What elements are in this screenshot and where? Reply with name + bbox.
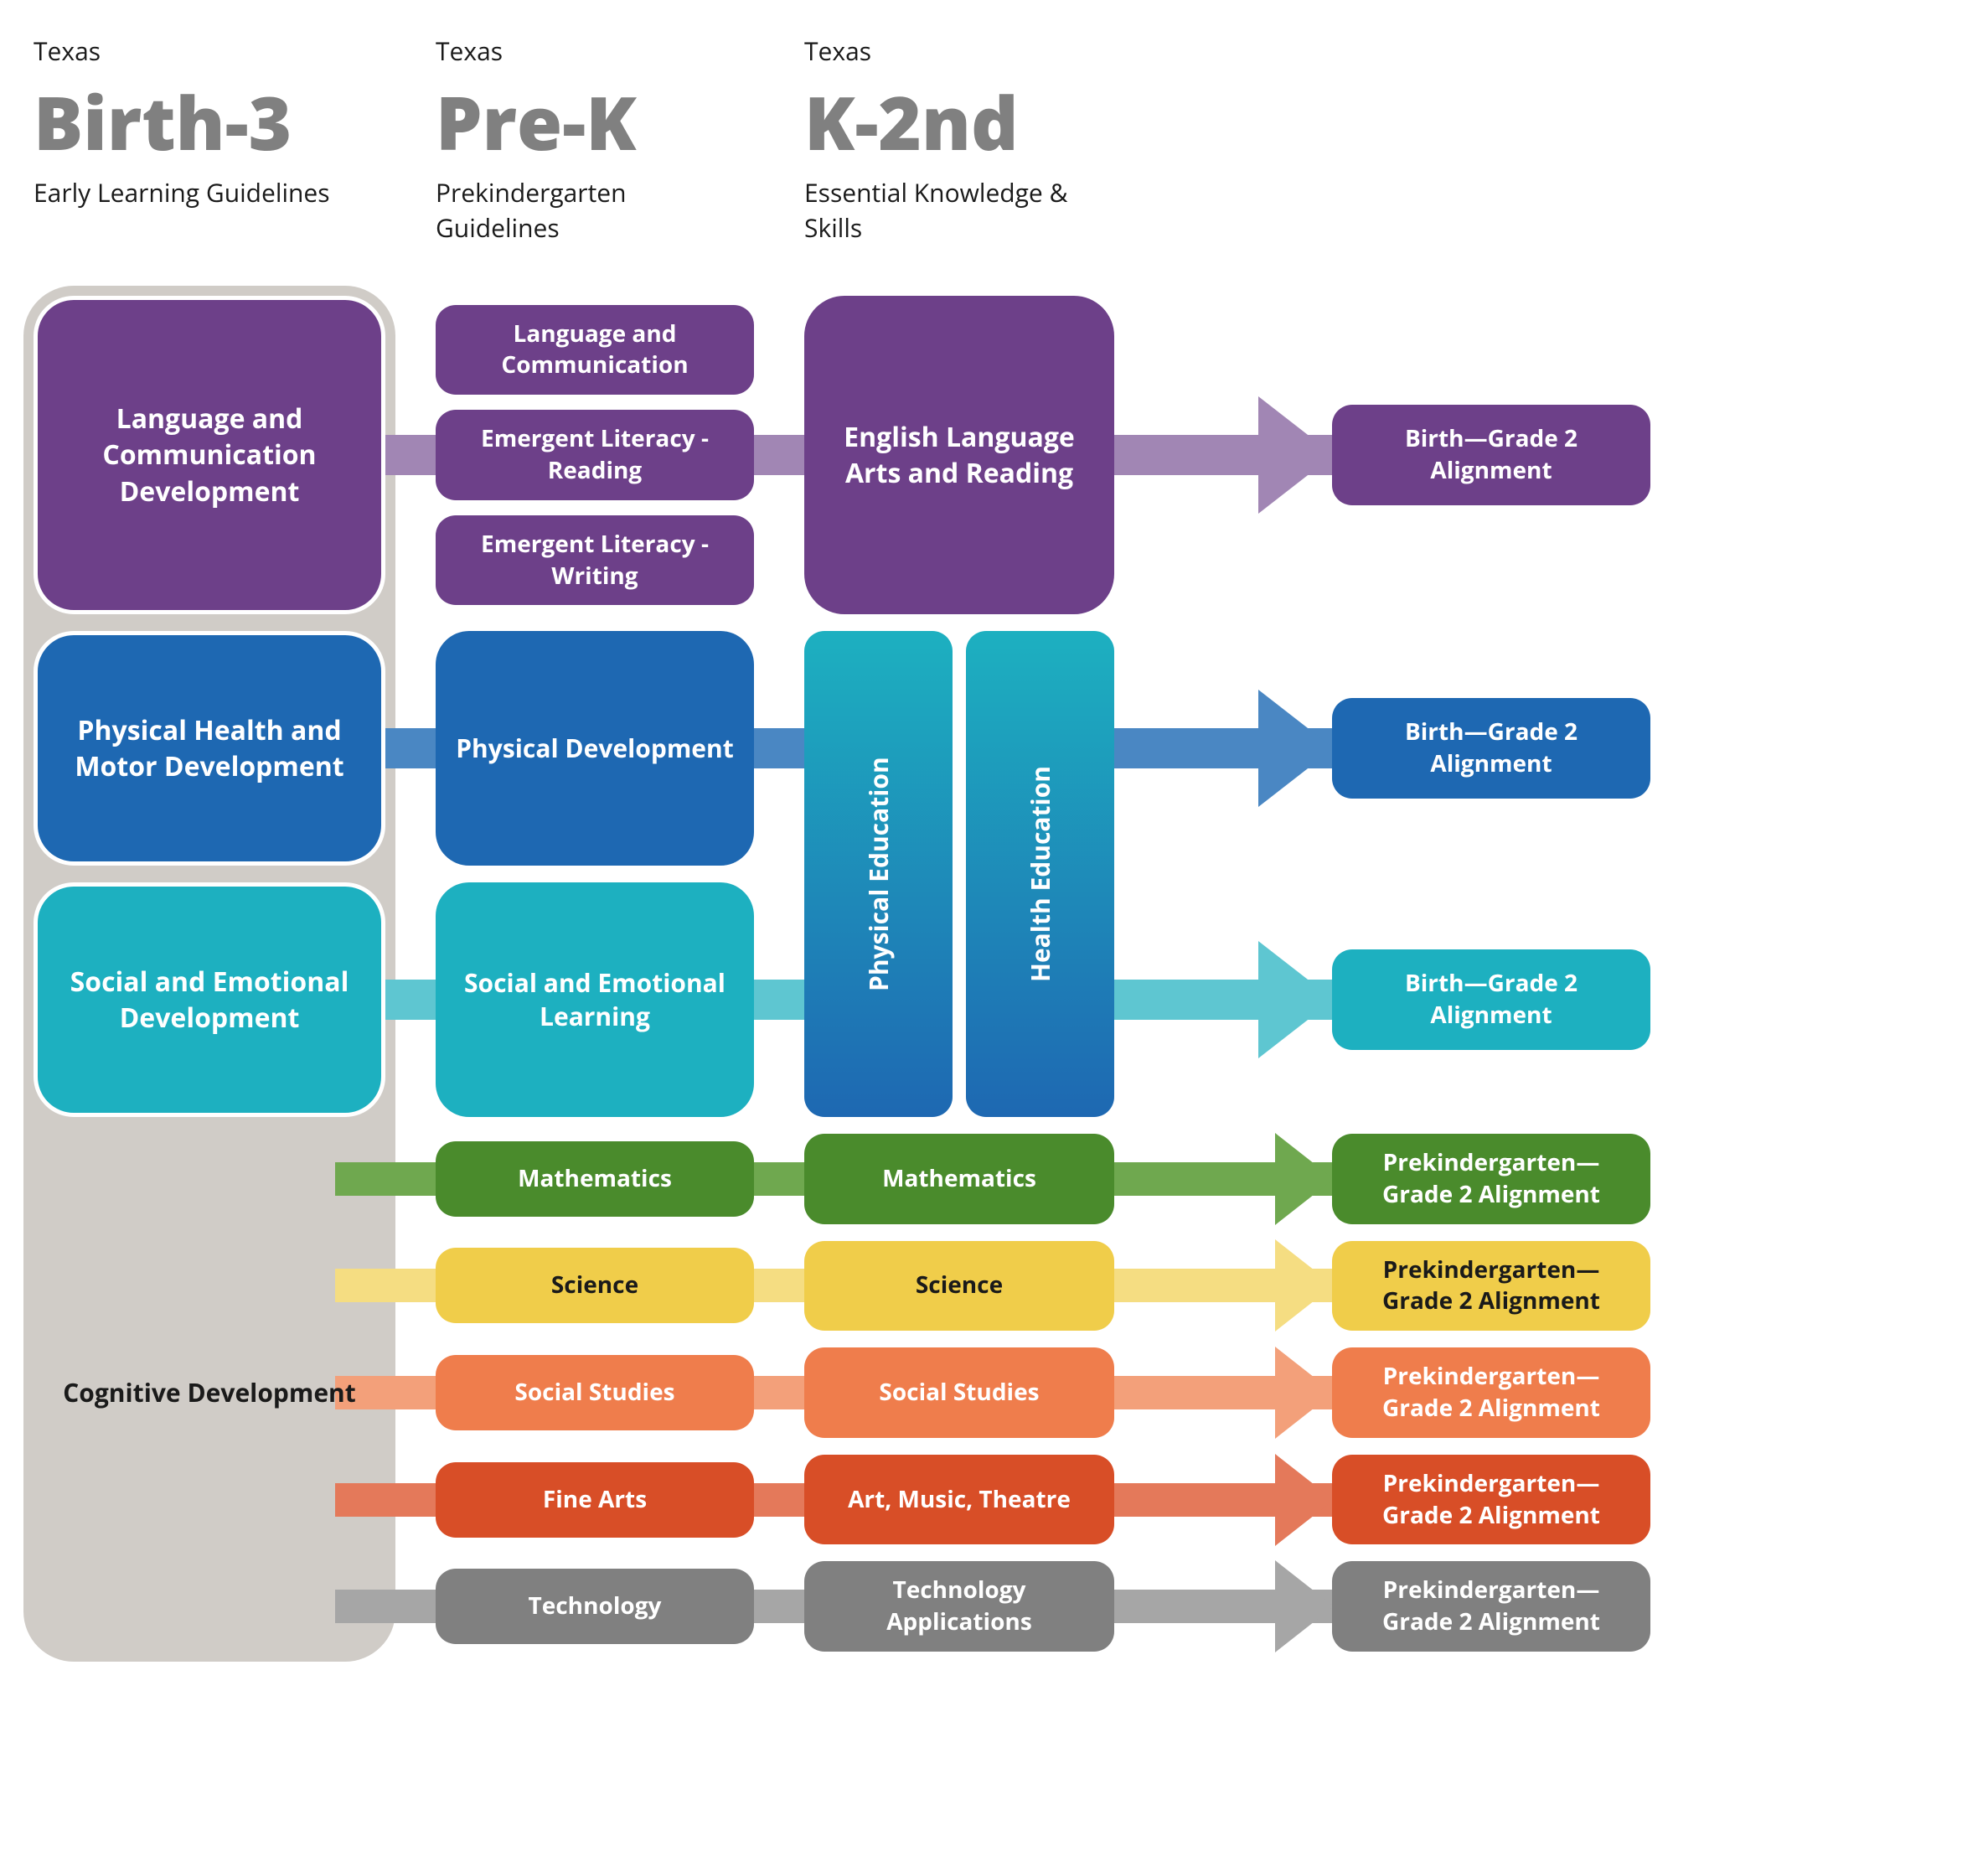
col-subtitle-2: Essential Knowledge & Skills [804, 175, 1106, 246]
col-state-0: Texas [34, 34, 385, 68]
align-tech: Prekindergarten—Grade 2 Alignment [1332, 1561, 1650, 1652]
k2-lang: English Language Arts and Reading [804, 296, 1114, 614]
arrow-lang [1114, 435, 1332, 475]
k2-soc: Social Studies [804, 1347, 1114, 1438]
prek-math: Mathematics [436, 1134, 754, 1224]
alignment-diagram: Texas Birth-3 Early Learning Guidelines Tex… [34, 34, 1954, 1652]
cognitive-development-label: Cognitive Development [34, 1134, 385, 1652]
align-arts: Prekindergarten—Grade 2 Alignment [1332, 1455, 1650, 1545]
col-subtitle-0: Early Learning Guidelines [34, 175, 335, 246]
connector-b-p-lang [385, 435, 436, 475]
k2-vertical-1: Health Education [966, 631, 1114, 1117]
prek-lang: Language and Communication Emergent Liter… [436, 296, 754, 614]
prek-sci-0: Science [436, 1248, 754, 1323]
prek-sel: Social and Emotional Learning [436, 882, 754, 1117]
align-soc: Prekindergarten—Grade 2 Alignment [1332, 1347, 1650, 1438]
arrow-sel [1114, 980, 1332, 1020]
col-subtitle-1: Prekindergarten Guidelines [436, 175, 737, 246]
prek-sci: Science [436, 1241, 754, 1332]
prek-phys: Physical Development [436, 631, 754, 866]
k2-phys-health-pair: Physical EducationHealth Education [804, 631, 1114, 1117]
prek-math-0: Mathematics [436, 1141, 754, 1217]
prek-tech: Technology [436, 1561, 754, 1652]
align-lang: Birth—Grade 2 Alignment [1332, 405, 1650, 505]
connector-p-k-lang [754, 435, 804, 475]
birth3-sel: Social and Emotional Development [34, 882, 385, 1117]
prek-lang-1: Emergent Literacy - Reading [436, 410, 754, 500]
col-title-2: K-2nd [804, 85, 1114, 158]
col-state-1: Texas [436, 34, 754, 68]
arrow-arts [1114, 1483, 1332, 1517]
connector-p-k-sci [754, 1269, 804, 1302]
prek-soc: Social Studies [436, 1347, 754, 1438]
connector-p-k-sel [754, 980, 804, 1020]
connector-p-k-math [754, 1162, 804, 1196]
prek-arts: Fine Arts [436, 1455, 754, 1545]
col-state-2: Texas [804, 34, 1114, 68]
k2-arts: Art, Music, Theatre [804, 1455, 1114, 1545]
k2-math: Mathematics [804, 1134, 1114, 1224]
k2-tech: Technology Applications [804, 1561, 1114, 1652]
connector-p-k-phys [754, 728, 804, 768]
connector-b-p-phys [385, 728, 436, 768]
align-math: Prekindergarten—Grade 2 Alignment [1332, 1134, 1650, 1224]
prek-arts-0: Fine Arts [436, 1462, 754, 1538]
prek-tech-0: Technology [436, 1569, 754, 1644]
birth3-phys: Physical Health and Motor Development [34, 631, 385, 866]
connector-p-k-soc [754, 1376, 804, 1409]
align-sel: Birth—Grade 2 Alignment [1332, 949, 1650, 1050]
arrow-soc [1114, 1376, 1332, 1409]
arrow-tech [1114, 1590, 1332, 1623]
prek-lang-0: Language and Communication [436, 305, 754, 396]
connector-b-p-sel [385, 980, 436, 1020]
prek-sel-0: Social and Emotional Learning [436, 882, 754, 1117]
k2-sci: Science [804, 1241, 1114, 1332]
prek-lang-2: Emergent Literacy - Writing [436, 515, 754, 606]
birth3-lang: Language and Communication Development [34, 296, 385, 614]
align-phys: Birth—Grade 2 Alignment [1332, 698, 1650, 799]
col-title-1: Pre-K [436, 85, 754, 158]
k2-vertical-0: Physical Education [804, 631, 953, 1117]
arrow-sci [1114, 1269, 1332, 1302]
prek-soc-0: Social Studies [436, 1355, 754, 1430]
arrow-phys [1114, 728, 1332, 768]
connector-p-k-tech [754, 1590, 804, 1623]
align-sci: Prekindergarten—Grade 2 Alignment [1332, 1241, 1650, 1332]
col-title-0: Birth-3 [34, 85, 385, 158]
connector-p-k-arts [754, 1483, 804, 1517]
prek-phys-0: Physical Development [436, 631, 754, 866]
arrow-math [1114, 1162, 1332, 1196]
